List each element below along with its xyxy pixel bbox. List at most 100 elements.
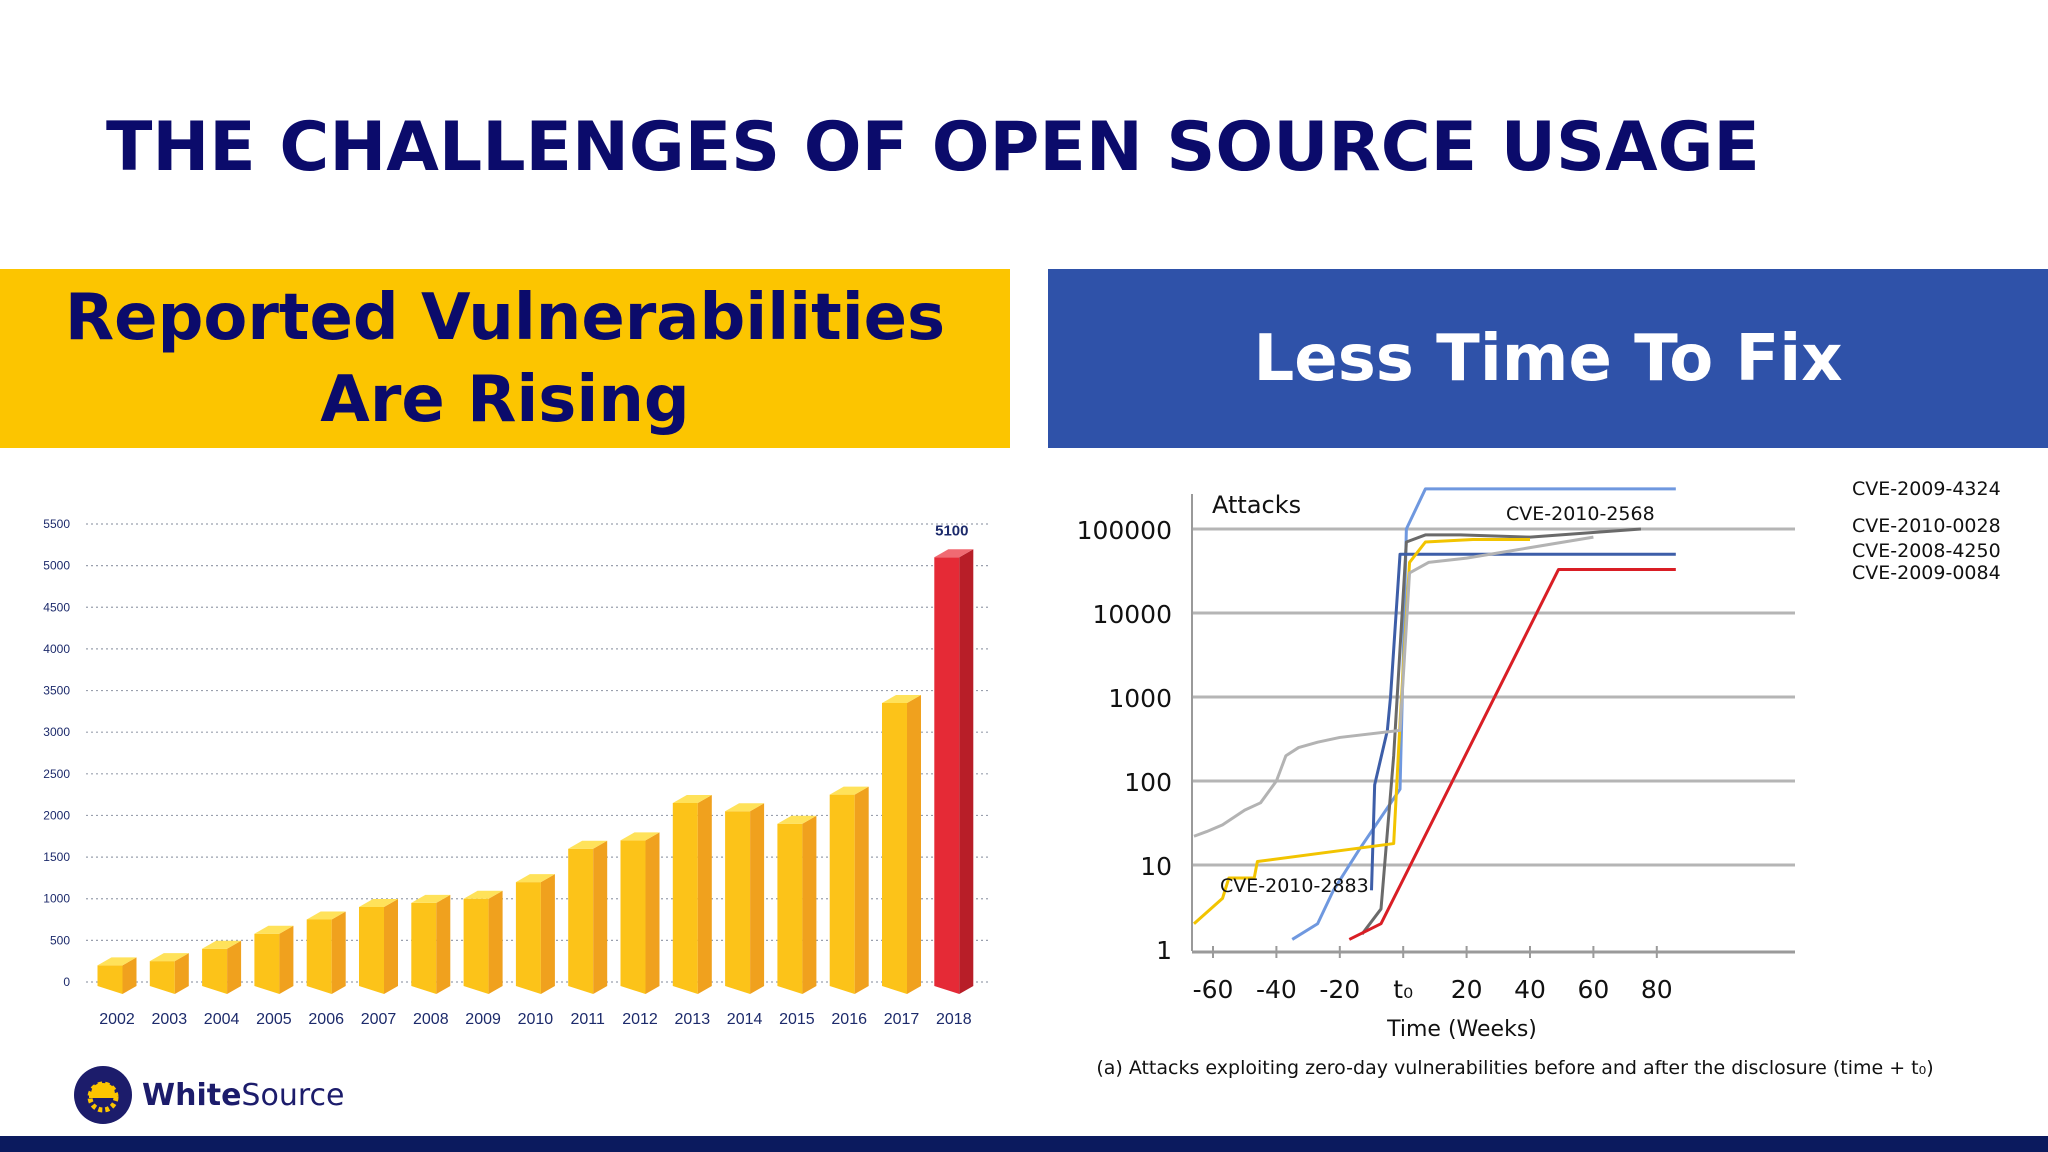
bar-2010 (515, 874, 555, 994)
bar-xtick-label: 2014 (727, 1011, 763, 1028)
bar-xtick-label: 2003 (152, 1011, 188, 1028)
bar-xtick-label: 2010 (518, 1011, 554, 1028)
whitesource-logo: WhiteSource (74, 1066, 344, 1124)
bar-side-face (227, 940, 242, 994)
bar-side-face (593, 840, 608, 994)
left-header-line2: Are Rising (320, 362, 690, 437)
chart-caption: (a) Attacks exploiting zero-day vulnerab… (1096, 1057, 1933, 1079)
bar-xtick-label: 2011 (570, 1011, 605, 1028)
bar-xtick-label: 2015 (779, 1011, 815, 1028)
bar-2006 (306, 911, 346, 994)
bar-side-face (750, 803, 765, 994)
bar-front-face (620, 840, 646, 994)
logo-text: WhiteSource (142, 1077, 345, 1113)
bar-top-face (620, 832, 660, 841)
bar-side-face (279, 925, 294, 994)
line-xtick-label: t₀ (1393, 975, 1413, 1004)
series-label: CVE-2010-2568 (1506, 503, 1655, 525)
bar-2016 (829, 786, 869, 994)
series-label: CVE-2009-4324 (1852, 478, 2001, 500)
bar-side-face (384, 899, 398, 994)
line-xtick-label: 60 (1577, 975, 1609, 1004)
slide-title: THE CHALLENGES OF OPEN SOURCE USAGE (106, 108, 1760, 187)
bar-ytick-label: 3500 (43, 684, 70, 698)
bar-top-face (306, 911, 346, 920)
bar-ytick-label: 2000 (43, 808, 70, 822)
bar-side-face (436, 894, 451, 994)
series-label: CVE-2010-0028 (1852, 515, 2001, 537)
bar-top-face (515, 874, 555, 883)
bar-side-face (540, 874, 555, 994)
line-ytick-label: 100000 (1077, 516, 1172, 545)
bar-ytick-label: 1000 (43, 892, 70, 906)
bar-2003 (149, 953, 189, 994)
bar-xtick-label: 2006 (308, 1011, 344, 1028)
bar-2012 (620, 832, 660, 994)
line-y-axis-label: Attacks (1212, 491, 1301, 519)
line-xtick-label: 20 (1451, 975, 1483, 1004)
bar-2017 (882, 695, 921, 994)
hardhat-gear-icon (74, 1066, 132, 1124)
bar-top-face (568, 840, 608, 849)
bar-front-face (829, 794, 855, 994)
bar-2018 (934, 549, 974, 994)
bar-top-face (777, 815, 817, 824)
bar-top-face (149, 953, 189, 962)
series-label: CVE-2009-0084 (1852, 562, 2001, 584)
bar-xtick-label: 2009 (465, 1011, 501, 1028)
bar-front-face (359, 907, 384, 994)
bar-2014 (725, 803, 765, 994)
series-cve-2009-0084 (1348, 567, 1676, 941)
series-cve-2010-0028 (1360, 527, 1642, 936)
bar-top-face (359, 899, 398, 908)
series-cve-2008-4250 (1370, 552, 1676, 891)
right-header-text: Less Time To Fix (1253, 321, 1843, 396)
bar-2005 (254, 925, 294, 994)
bar-ytick-label: 4000 (43, 642, 70, 656)
bar-top-face (672, 794, 712, 803)
series-cve-2010-2883 (1192, 537, 1530, 925)
bar-ytick-label: 2500 (43, 767, 70, 781)
line-xtick-label: 40 (1514, 975, 1546, 1004)
left-header-panel: Reported Vulnerabilities Are Rising (0, 269, 1010, 448)
bar-front-face (725, 811, 751, 994)
bar-top-face (725, 803, 765, 812)
bar-xtick-label: 2016 (831, 1011, 867, 1028)
line-ytick-label: 10000 (1092, 600, 1172, 629)
bar-ytick-label: 5500 (43, 517, 70, 531)
bar-top-face (97, 957, 137, 966)
line-xtick-label: -40 (1256, 975, 1297, 1004)
bar-2007 (359, 899, 398, 994)
line-xtick-label: 80 (1641, 975, 1673, 1004)
series-cve-2009-4324 (1291, 487, 1676, 941)
bar-front-face (149, 961, 175, 994)
bar-2009 (463, 890, 503, 994)
bar-side-face (907, 695, 921, 994)
bar-side-face (488, 890, 503, 994)
bar-front-face (411, 902, 437, 994)
bar-2015 (777, 815, 817, 994)
bar-2008 (411, 894, 451, 994)
bar-front-face (254, 933, 280, 994)
bar-xtick-label: 2002 (99, 1011, 135, 1028)
bar-front-face (463, 898, 489, 994)
bar-ytick-label: 5000 (43, 559, 70, 573)
bar-2013 (672, 794, 712, 994)
line-ytick-label: 1000 (1108, 684, 1172, 713)
bar-xtick-label: 2005 (256, 1011, 292, 1028)
bar-front-face (934, 557, 960, 994)
bar-front-face (777, 823, 803, 994)
series-label: CVE-2010-2883 (1220, 875, 1369, 897)
bar-top-face (882, 695, 921, 704)
bar-2011 (568, 840, 608, 994)
line-ytick-label: 10 (1140, 852, 1172, 881)
line-xtick-label: -60 (1193, 975, 1234, 1004)
bar-front-face (97, 965, 123, 994)
bar-side-face (331, 911, 346, 994)
bar-ytick-label: 3000 (43, 725, 70, 739)
bar-2004 (202, 940, 242, 994)
bar-xtick-label: 2012 (622, 1011, 658, 1028)
bar-front-face (568, 848, 594, 994)
bar-data-label: 5100 (935, 522, 968, 539)
